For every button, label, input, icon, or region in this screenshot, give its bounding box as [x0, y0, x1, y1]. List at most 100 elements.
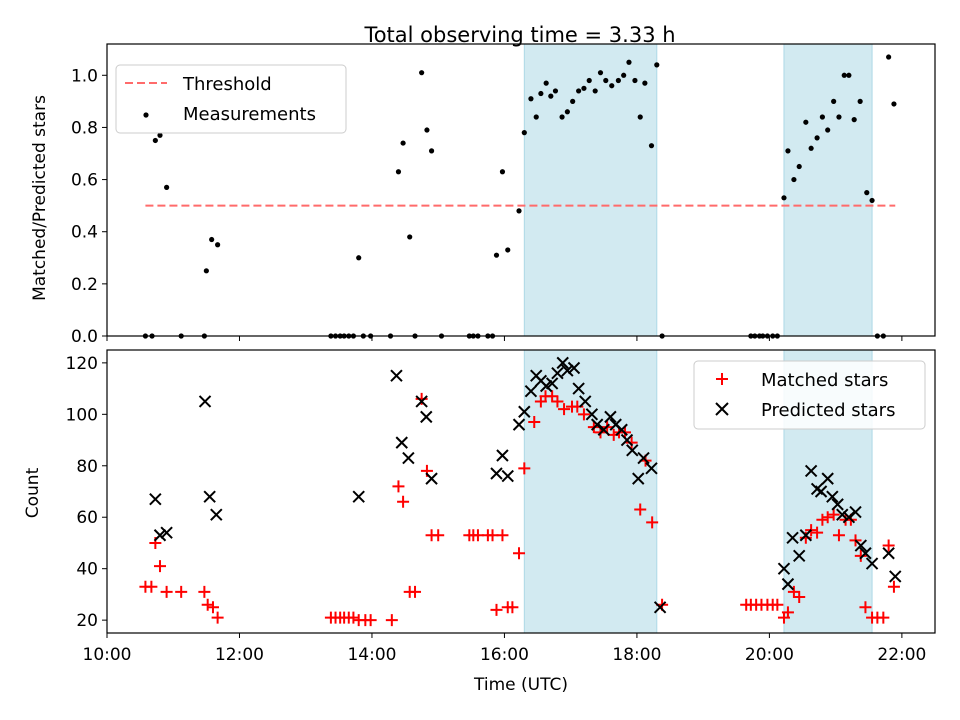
bottom-panel: 20 40 60 80 100 120 10:00 12:00 14:00 16:00 18:00…	[23, 349, 936, 695]
measurement-point	[395, 169, 402, 175]
top-shaded-intervals	[523, 43, 873, 337]
measurement-point	[781, 195, 787, 201]
measurement-point	[621, 72, 627, 78]
predicted-star-point	[620, 433, 634, 447]
matched-star-point	[206, 601, 219, 614]
matched-star-point	[506, 601, 519, 614]
top-y-tick-label: 0.8	[71, 118, 98, 138]
predicted-star-point	[597, 423, 611, 436]
measurement-point	[632, 77, 638, 84]
measurement-point	[891, 101, 897, 107]
matched-star-point	[513, 547, 526, 560]
bottom-axes-frame	[106, 349, 936, 634]
predicted-star-point	[210, 508, 223, 521]
predicted-star-point	[149, 493, 162, 506]
bottom-y-tick-label: 80	[76, 457, 98, 477]
predicted-star-point	[390, 369, 403, 382]
matched-star-point	[528, 416, 541, 429]
measurement-point	[831, 98, 837, 104]
predicted-star-point	[203, 490, 216, 503]
matched-star-point	[546, 390, 559, 403]
figure-title: Total observing time = 3.33 h	[363, 23, 675, 47]
matched-star-point	[153, 560, 166, 573]
bottom-x-tick-label: 16:00	[480, 645, 529, 665]
predicted-star-point	[653, 601, 667, 614]
measurement-point	[164, 184, 170, 190]
top-y-tick-label: 0.4	[71, 223, 98, 243]
predicted-star-point	[799, 529, 813, 542]
predicted-star-point	[821, 472, 834, 485]
bottom-y-tick-label: 120	[66, 354, 98, 374]
matched-star-point	[821, 511, 834, 524]
measurement-point	[592, 88, 598, 94]
predicted-star-point	[402, 451, 415, 465]
predicted-star-point	[831, 498, 844, 511]
matched-star-point	[201, 598, 214, 611]
measurement-point	[552, 88, 559, 94]
measurement-point	[803, 119, 809, 125]
measurement-point	[642, 80, 648, 86]
bottom-x-tick-label: 14:00	[347, 645, 396, 665]
measurement-point	[841, 72, 847, 78]
predicted-star-point	[518, 405, 531, 418]
measurement-point	[538, 90, 544, 97]
measurement-point	[559, 114, 565, 120]
matched-star-point	[397, 495, 410, 508]
predicted-star-point	[842, 511, 856, 524]
top-y-tick-label: 0.2	[71, 275, 98, 295]
matched-star-point	[811, 526, 824, 539]
predicted-star-point	[561, 364, 574, 377]
measurement-point	[419, 70, 425, 76]
measurement-point	[570, 98, 576, 104]
bottom-x-tick-label: 10:00	[83, 645, 132, 665]
bottom-x-tick-label: 18:00	[612, 645, 661, 665]
predicted-star-point	[814, 485, 828, 498]
measurement-point	[521, 130, 527, 136]
matched-star-point	[882, 539, 895, 552]
matched-star-point	[518, 462, 531, 475]
bottom-x-tick-label: 20:00	[745, 645, 794, 665]
matched-star-point	[793, 590, 806, 603]
top-y-ticks: 0.0 0.2 0.4 0.6 0.8 1.0	[71, 66, 107, 347]
measurement-point	[157, 132, 163, 138]
measurement-point	[851, 117, 857, 123]
matched-star-point	[887, 580, 900, 593]
bottom-x-tick-label: 22:00	[877, 645, 926, 665]
measurement-point	[597, 70, 604, 76]
top-panel: 0.0 0.2 0.4 0.6 0.8 1.0 Matched/Predicted sta…	[30, 43, 936, 347]
matched-star-point	[577, 408, 590, 421]
top-axes-frame	[106, 43, 936, 337]
predicted-star-point	[836, 508, 849, 521]
predicted-star-point	[626, 444, 639, 457]
top-legend: Threshold Measurements	[115, 64, 347, 134]
predicted-star-point	[524, 384, 538, 398]
measurement-point	[356, 255, 362, 261]
predicted-star-point	[637, 451, 650, 465]
legend-threshold-label: Threshold	[182, 74, 272, 95]
measurement-point	[424, 127, 430, 133]
matched-star-point	[160, 585, 173, 598]
predicted-star-point	[572, 382, 585, 395]
predicted-star-point	[395, 436, 408, 449]
measurement-point	[533, 114, 539, 120]
matched-star-point	[364, 614, 377, 627]
measurement-point	[886, 54, 892, 60]
measurement-point	[209, 236, 215, 243]
x-axis-label: Time (UTC)	[473, 675, 568, 695]
measurement-point	[564, 109, 570, 115]
matched-star-point	[347, 611, 360, 624]
measurement-point	[516, 208, 522, 214]
measurement-point	[407, 234, 413, 240]
legend-measurements-swatch	[143, 112, 149, 118]
top-y-tick-label: 0.6	[71, 171, 98, 191]
matched-star-point	[854, 549, 867, 562]
predicted-star-point	[786, 531, 799, 545]
measurement-point	[603, 77, 609, 84]
predicted-star-point	[632, 472, 645, 485]
predicted-star-point	[415, 395, 428, 408]
matched-star-point	[634, 503, 647, 516]
predicted-star-point	[889, 570, 902, 583]
bottom-x-tick-label: 12:00	[215, 645, 264, 665]
matched-star-point	[198, 585, 211, 598]
measurement-point	[528, 96, 534, 102]
